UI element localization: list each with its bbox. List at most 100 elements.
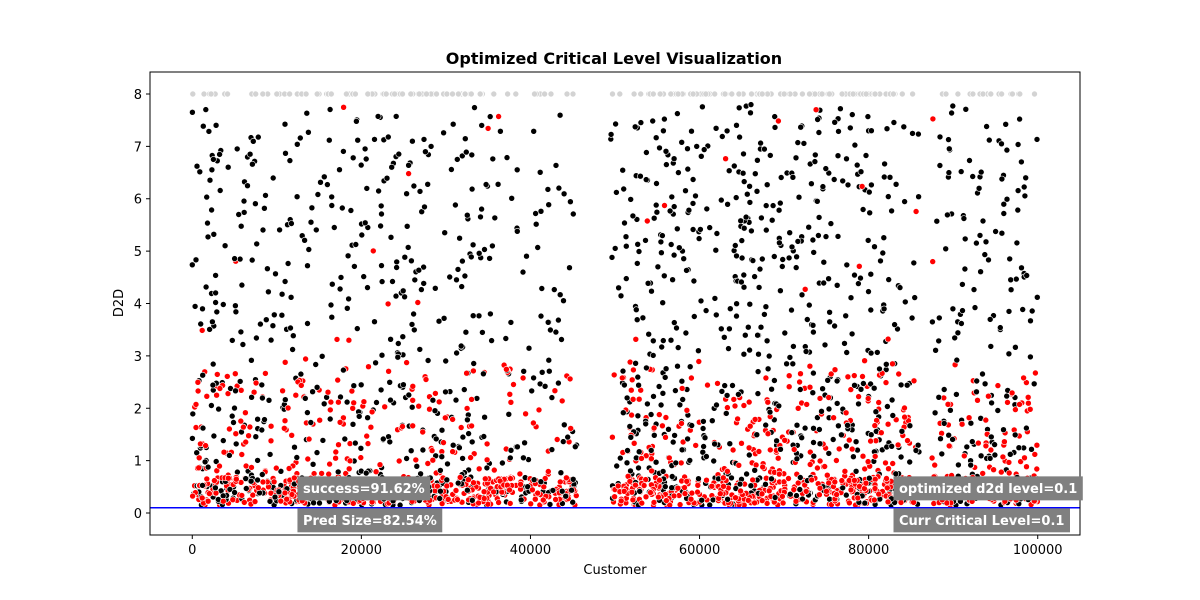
scatter-point <box>724 404 731 411</box>
scatter-point <box>789 174 797 181</box>
scatter-point <box>617 292 625 300</box>
scatter-point <box>414 299 422 306</box>
scatter-point <box>372 468 380 476</box>
scatter-point <box>620 487 628 495</box>
scatter-point <box>552 328 560 336</box>
scatter-point <box>812 106 820 113</box>
scatter-point <box>650 424 658 432</box>
scatter-point <box>833 491 840 498</box>
scatter-point <box>654 263 662 271</box>
scatter-point <box>569 475 577 483</box>
scatter-point <box>1014 187 1022 194</box>
scatter-point <box>652 201 660 209</box>
scatter-point <box>684 165 692 173</box>
scatter-point <box>258 471 266 478</box>
scatter-point <box>987 433 995 441</box>
scatter-point <box>648 287 655 295</box>
scatter-point <box>224 373 231 380</box>
scatter-point <box>446 273 454 281</box>
scatter-point <box>931 461 939 469</box>
scatter-point <box>628 411 635 419</box>
scatter-point <box>629 496 637 504</box>
scatter-point <box>296 134 304 142</box>
scatter-point <box>544 318 552 326</box>
scatter-point <box>648 455 655 463</box>
scatter-point <box>683 477 691 485</box>
scatter-point <box>753 431 761 439</box>
annotation-box <box>893 476 1083 501</box>
scatter-point <box>829 436 837 443</box>
scatter-point <box>291 443 298 451</box>
scatter-point <box>286 90 293 98</box>
y-tick-label: 3 <box>134 350 142 365</box>
scatter-point <box>231 404 238 412</box>
scatter-point <box>308 204 316 212</box>
scatter-point <box>375 187 382 195</box>
scatter-point <box>297 382 305 389</box>
scatter-point <box>318 352 326 360</box>
scatter-point <box>192 401 200 408</box>
scatter-point <box>404 244 412 251</box>
scatter-point <box>751 170 759 177</box>
scatter-point <box>958 420 966 428</box>
scatter-point <box>220 301 227 308</box>
scatter-point <box>940 386 948 393</box>
scatter-point <box>365 363 372 371</box>
scatter-point <box>695 347 702 355</box>
scatter-point <box>818 407 825 415</box>
scatter-point <box>724 201 731 208</box>
scatter-point <box>733 312 740 320</box>
scatter-point <box>459 433 467 441</box>
scatter-point <box>831 322 838 330</box>
scatter-point <box>325 470 333 478</box>
scatter-point <box>643 217 651 225</box>
scatter-point <box>773 437 780 445</box>
scatter-point <box>475 250 483 257</box>
scatter-point <box>443 482 451 490</box>
scatter-point <box>669 438 677 446</box>
scatter-point <box>810 369 817 377</box>
scatter-point <box>627 196 635 203</box>
scatter-point <box>755 284 763 291</box>
scatter-point <box>975 185 983 192</box>
scatter-point <box>288 220 295 227</box>
scatter-point <box>736 133 743 141</box>
scatter-point <box>649 352 657 359</box>
scatter-point <box>479 329 486 336</box>
scatter-point <box>389 278 396 285</box>
scatter-point <box>537 478 545 486</box>
scatter-point <box>438 453 446 461</box>
scatter-point <box>214 371 221 378</box>
scatter-point <box>1006 255 1014 263</box>
scatter-point <box>873 349 881 356</box>
scatter-point <box>286 157 294 164</box>
scatter-point <box>235 211 242 218</box>
scatter-point <box>364 284 371 291</box>
scatter-point <box>234 468 241 476</box>
scatter-point <box>362 469 370 477</box>
scatter-point <box>833 400 841 407</box>
scatter-point <box>348 387 356 395</box>
scatter-point <box>929 318 936 326</box>
scatter-point <box>892 181 900 188</box>
scatter-point <box>316 416 324 424</box>
scatter-point <box>571 443 579 451</box>
scatter-point <box>544 186 552 193</box>
scatter-point <box>481 413 488 421</box>
scatter-point <box>378 351 386 359</box>
scatter-point <box>326 106 334 113</box>
scatter-point <box>207 90 215 98</box>
scatter-point <box>965 414 973 422</box>
scatter-point <box>945 442 953 450</box>
scatter-point <box>215 405 222 413</box>
scatter-point <box>408 257 415 265</box>
scatter-point <box>532 220 540 228</box>
scatter-point <box>245 432 252 440</box>
scatter-point <box>288 491 296 498</box>
scatter-point <box>745 444 753 452</box>
scatter-point <box>679 396 687 403</box>
scatter-point <box>839 484 847 492</box>
scatter-point <box>347 207 355 214</box>
scatter-point <box>204 463 212 471</box>
scatter-point <box>703 453 710 460</box>
